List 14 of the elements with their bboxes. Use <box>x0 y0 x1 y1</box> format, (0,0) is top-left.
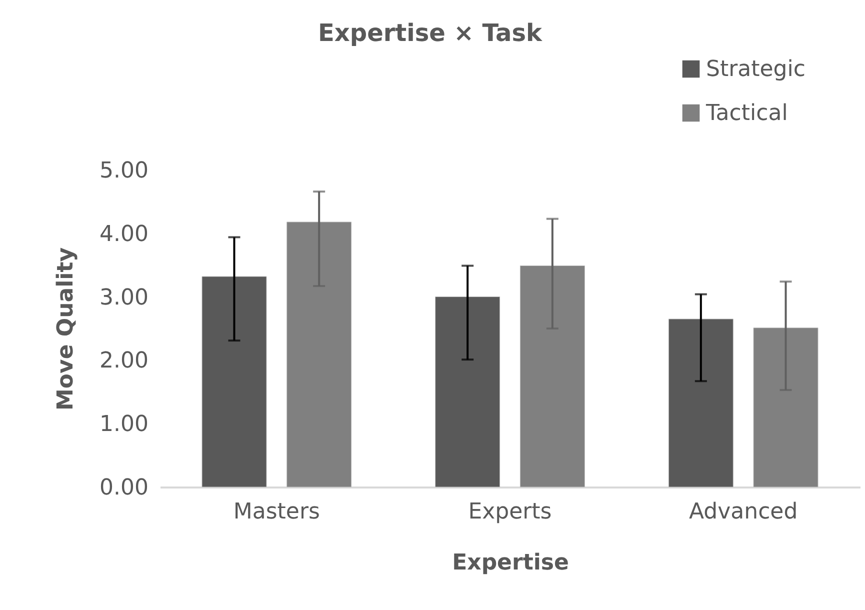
y-tick-label: 1.00 <box>100 412 148 438</box>
x-tick-label: Experts <box>468 500 552 524</box>
y-tick-label: 2.00 <box>100 348 148 374</box>
y-tick-label: 5.00 <box>100 158 148 184</box>
x-tick-label: Masters <box>233 500 320 524</box>
y-tick-label: 0.00 <box>100 476 148 500</box>
legend-label: Strategic <box>706 57 806 82</box>
legend-label: Tactical <box>705 101 788 126</box>
x-tick-label: Advanced <box>688 500 798 524</box>
y-tick-label: 4.00 <box>100 222 148 247</box>
x-axis-title: Expertise <box>452 550 569 576</box>
y-axis-title: Move Quality <box>54 247 79 411</box>
y-tick-label: 3.00 <box>100 285 148 310</box>
chart-title: Expertise × Task <box>318 19 544 47</box>
